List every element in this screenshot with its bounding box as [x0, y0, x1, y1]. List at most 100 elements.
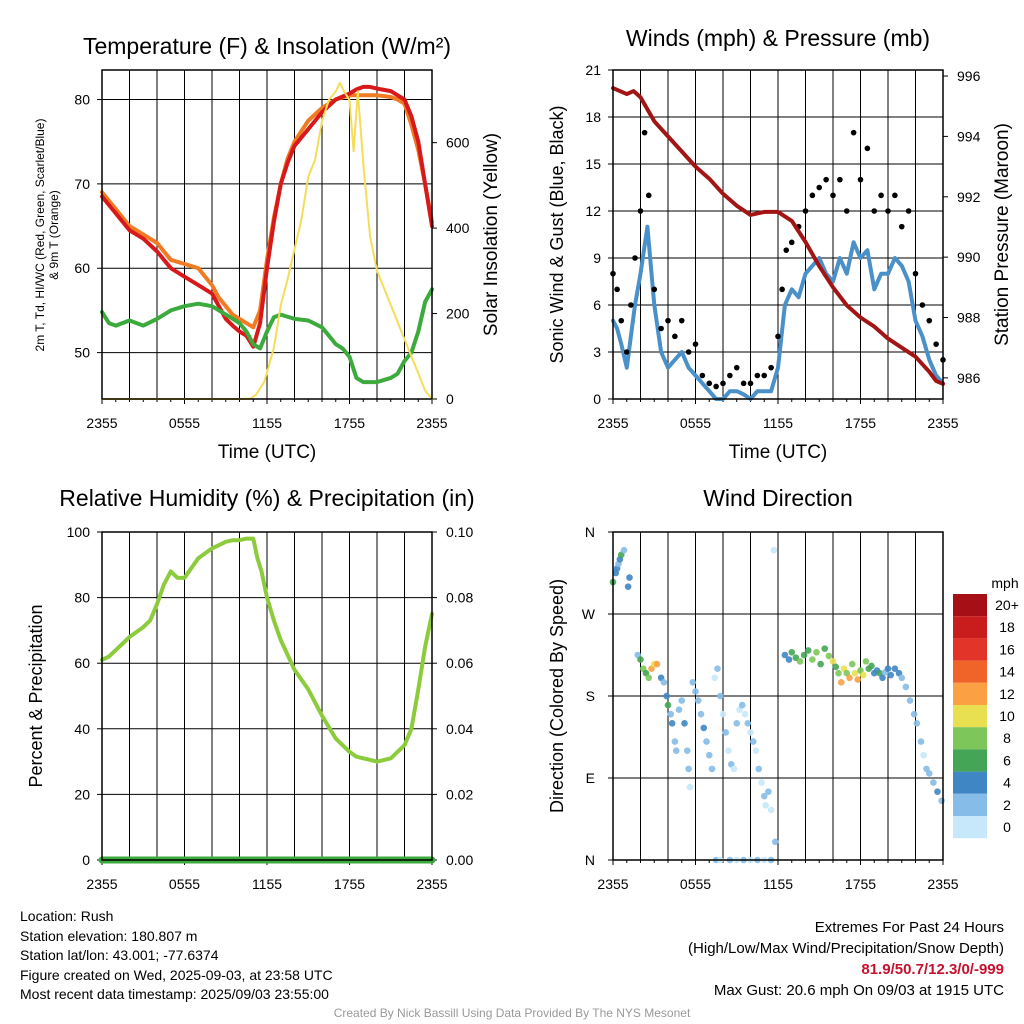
- gust-point: [727, 372, 733, 379]
- x-tick-label: 1155: [252, 876, 282, 892]
- direction-point: [913, 720, 921, 727]
- legend-label: 2: [1003, 797, 1011, 813]
- direction-point: [902, 683, 910, 691]
- gust-point: [885, 208, 891, 214]
- direction-point: [752, 747, 760, 754]
- direction-point: [755, 765, 763, 773]
- direction-point: [925, 770, 933, 777]
- legend-swatch: [953, 705, 987, 728]
- direction-point: [825, 652, 833, 660]
- direction-point: [917, 738, 925, 745]
- direction-point: [660, 679, 668, 686]
- svg-text:2m T, Td, HI/WC (Red, Green, S: 2m T, Td, HI/WC (Red, Green, Scarlet/Blu…: [33, 119, 47, 352]
- legend-title: mph: [991, 575, 1018, 591]
- legend-swatch: [953, 771, 987, 794]
- direction-point: [686, 783, 694, 791]
- direction-point: [813, 648, 820, 656]
- credit-line: Created By Nick Bassill Using Data Provi…: [333, 1006, 691, 1020]
- gust-point: [783, 247, 790, 253]
- gust-point: [857, 176, 864, 183]
- direction-point: [788, 648, 796, 656]
- x-tick-label: 1755: [845, 415, 876, 431]
- gust-point: [641, 129, 648, 136]
- direction-point: [685, 765, 692, 773]
- direction-point: [653, 660, 661, 668]
- gust-point: [658, 325, 664, 332]
- legend-label: 18: [999, 619, 1015, 635]
- gust-point: [747, 380, 754, 387]
- x-tick-label: 2355: [416, 876, 447, 892]
- direction-point: [667, 710, 675, 718]
- y-tick-label: 60: [74, 655, 90, 671]
- extremes-subheading: (High/Low/Max Wind/Precipitation/Snow De…: [688, 940, 1004, 957]
- gust-point: [837, 176, 843, 183]
- direction-point: [716, 692, 724, 700]
- y-tick-label: 0: [82, 852, 90, 868]
- legend-label: 14: [999, 664, 1015, 680]
- y-tick-label: S: [586, 688, 595, 704]
- direction-point: [767, 806, 775, 814]
- direction-point: [689, 679, 697, 686]
- legend-label: 4: [1003, 775, 1011, 791]
- panel-title: Temperature (F) & Insolation (W/m²): [83, 33, 451, 59]
- gust-point: [905, 208, 912, 214]
- direction-point: [800, 651, 808, 659]
- gust-point: [692, 341, 699, 347]
- y-tick-label: E: [586, 770, 595, 786]
- gust-point: [892, 192, 898, 199]
- direction-point: [626, 574, 633, 581]
- direction-point: [738, 701, 746, 709]
- gust-point: [809, 192, 816, 199]
- panel-title: Wind Direction: [703, 485, 853, 511]
- direction-point: [741, 710, 749, 718]
- direction-point: [854, 676, 862, 683]
- direction-point: [700, 724, 708, 732]
- gust-point: [823, 176, 829, 183]
- direction-point: [829, 658, 837, 665]
- y-tick-label: 100: [67, 524, 91, 540]
- y2-tick-label: 400: [446, 220, 470, 236]
- direction-point: [862, 658, 870, 665]
- direction-point: [762, 802, 769, 809]
- direction-point: [758, 779, 765, 786]
- y-tick-label: 70: [74, 176, 90, 192]
- gust-point: [699, 372, 706, 379]
- gust-point: [926, 317, 933, 324]
- max-gust: Max Gust: 20.6 mph On 09/03 at 1915 UTC: [713, 982, 1004, 999]
- y-tick-label: 40: [74, 721, 90, 737]
- legend-label: 6: [1003, 752, 1011, 768]
- y2-tick-label: 996: [957, 68, 981, 84]
- x-tick-label: 0555: [680, 415, 711, 431]
- y-tick-label: 21: [585, 62, 601, 78]
- series-pressure: [611, 86, 945, 386]
- x-tick-label: 1155: [763, 415, 793, 431]
- x-tick-label: 2355: [597, 415, 628, 431]
- direction-point: [884, 665, 892, 672]
- y-tick-label: 20: [74, 786, 90, 802]
- gust-point: [618, 317, 625, 324]
- y-tick-label: 60: [74, 260, 90, 276]
- gust-point: [919, 302, 926, 308]
- y-tick-label: 18: [585, 109, 601, 125]
- y2-tick-label: 0: [446, 391, 454, 407]
- gust-point: [665, 317, 671, 324]
- x-tick-label: 2355: [416, 415, 447, 431]
- plot-frame: [612, 69, 944, 400]
- direction-point: [730, 765, 738, 773]
- direction-point: [817, 660, 824, 668]
- gust-point: [614, 286, 620, 293]
- y-tick-label: 50: [74, 345, 90, 361]
- direction-point: [678, 697, 686, 704]
- x-tick-label: 1155: [763, 876, 793, 892]
- direction-point: [681, 720, 688, 727]
- panel-title: Relative Humidity (%) & Precipitation (i…: [59, 485, 474, 511]
- direction-point: [749, 738, 757, 745]
- direction-point: [703, 738, 710, 745]
- gust-point: [672, 333, 678, 340]
- gust-point: [685, 349, 692, 355]
- y2-tick-label: 0.08: [446, 590, 473, 606]
- legend-swatch: [953, 616, 987, 639]
- y2-tick-label: 0.06: [446, 655, 473, 671]
- x-tick-label: 2355: [927, 876, 958, 892]
